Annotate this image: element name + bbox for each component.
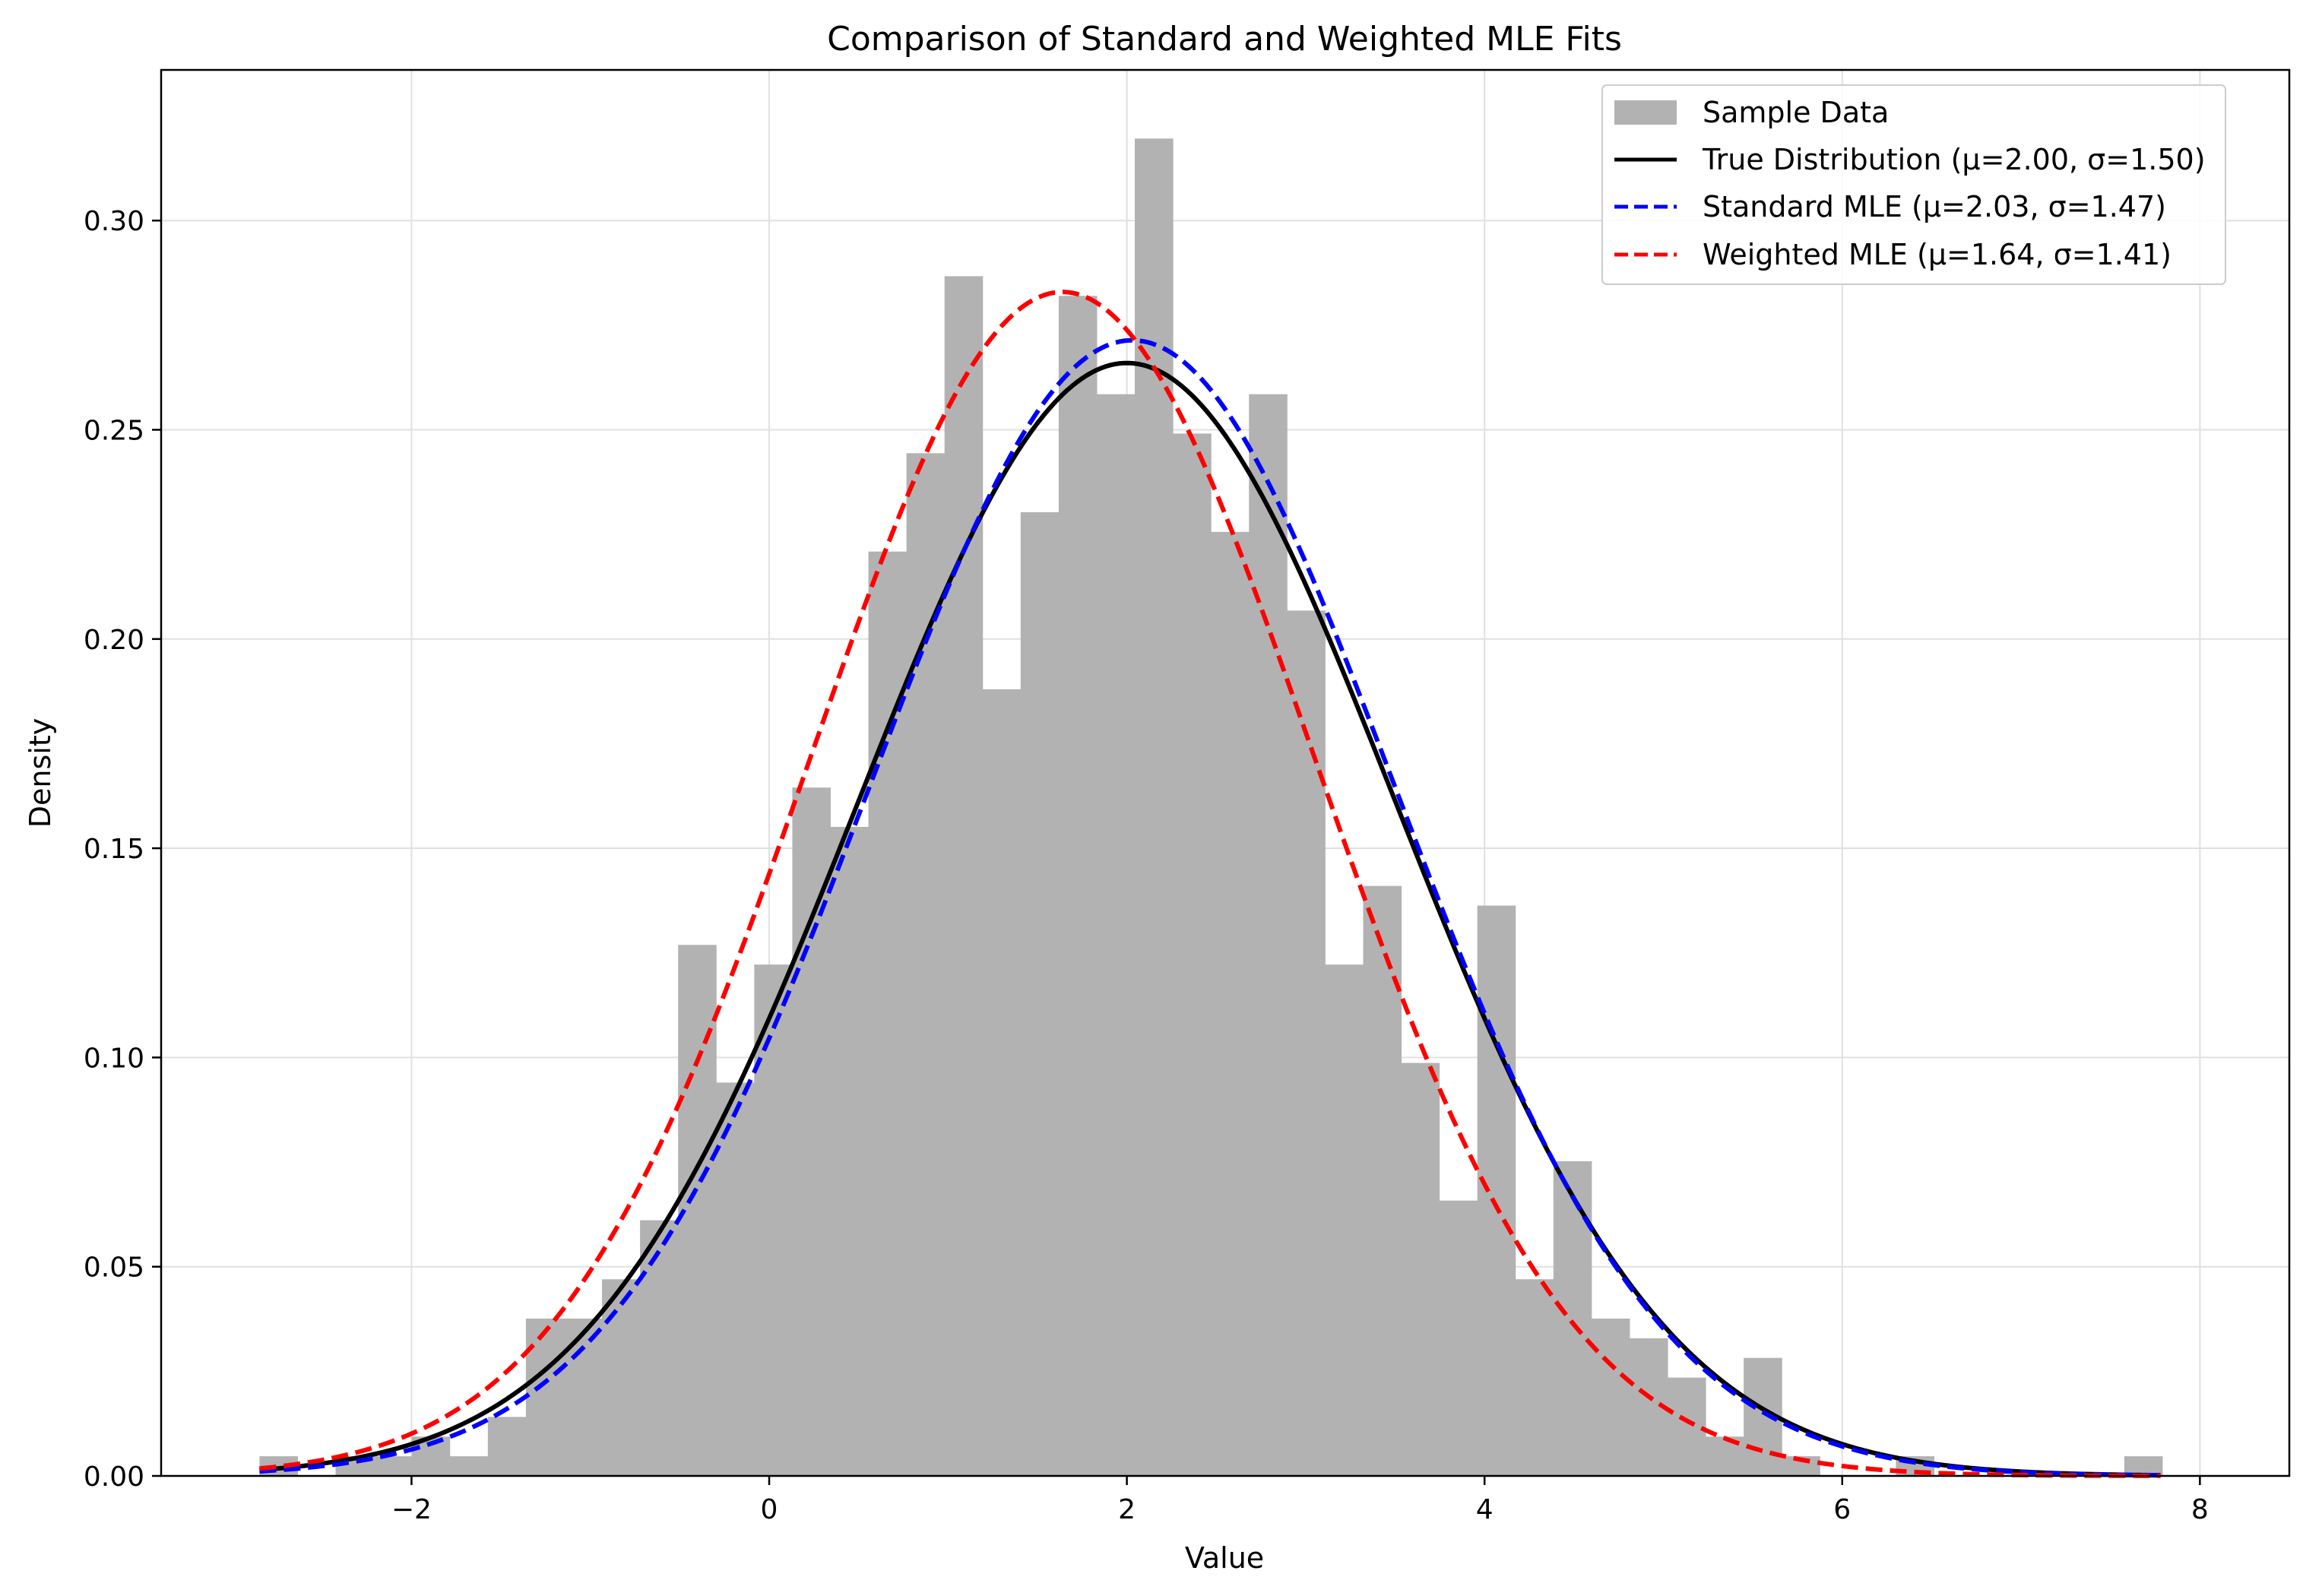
curve-weighted-mle bbox=[259, 290, 2161, 1478]
legend-frame bbox=[1601, 84, 2226, 285]
y-tick-label: 0.20 bbox=[84, 625, 144, 656]
y-tick-label: 0.30 bbox=[84, 206, 144, 237]
histogram-bar bbox=[1591, 1318, 1630, 1476]
histogram-bar bbox=[640, 1220, 679, 1476]
histogram-bar bbox=[1211, 531, 1250, 1476]
histogram-bar bbox=[525, 1318, 565, 1476]
histogram-bar bbox=[1477, 905, 1516, 1476]
histogram-bar bbox=[487, 1417, 527, 1476]
histogram-bar bbox=[944, 276, 984, 1476]
histogram-bar bbox=[906, 453, 946, 1476]
curves bbox=[259, 290, 2161, 1478]
histogram-bar bbox=[1135, 138, 1174, 1477]
histogram-bar bbox=[1439, 1200, 1478, 1476]
y-tick-label: 0.00 bbox=[84, 1461, 144, 1493]
histogram-bar bbox=[563, 1318, 603, 1476]
legend-label-sample-data: Sample Data bbox=[1703, 96, 1889, 129]
histogram-bar bbox=[982, 689, 1022, 1476]
x-tick-label: 8 bbox=[2191, 1494, 2209, 1525]
x-axis-ticks: −2 0 2 4 6 8 bbox=[391, 1476, 2209, 1525]
y-tick-label: 0.25 bbox=[84, 416, 144, 447]
x-tick-label: 4 bbox=[1476, 1494, 1494, 1525]
x-tick-label: 2 bbox=[1118, 1494, 1136, 1525]
histogram-bar bbox=[1325, 964, 1364, 1476]
histogram-bar bbox=[1363, 885, 1402, 1476]
y-tick-label: 0.05 bbox=[84, 1252, 144, 1284]
histogram-bar bbox=[373, 1456, 413, 1476]
x-tick-label: −2 bbox=[391, 1494, 432, 1525]
histogram-bar bbox=[1096, 394, 1136, 1476]
legend-swatch-sample-data bbox=[1614, 100, 1677, 125]
x-tick-label: 0 bbox=[761, 1494, 778, 1525]
histogram-bar bbox=[830, 827, 870, 1476]
histogram-bar bbox=[1287, 610, 1326, 1476]
histogram-bar bbox=[1249, 394, 1288, 1476]
y-axis-label: Density bbox=[24, 718, 57, 828]
curve-standard-mle bbox=[259, 337, 2161, 1478]
histogram-bar bbox=[1058, 296, 1098, 1477]
x-axis-label: Value bbox=[1185, 1541, 1264, 1575]
histogram-bar bbox=[602, 1279, 641, 1476]
histogram-bar bbox=[449, 1456, 489, 1476]
y-tick-label: 0.10 bbox=[84, 1043, 144, 1074]
legend: Sample Data True Distribution (μ=2.00, σ… bbox=[1601, 84, 2226, 285]
histogram-bar bbox=[716, 1082, 755, 1476]
histogram-bar bbox=[1668, 1377, 1706, 1476]
y-axis-ticks: 0.00 0.05 0.10 0.15 0.20 0.25 0.30 bbox=[84, 206, 161, 1493]
legend-label-weighted-mle: Weighted MLE (μ=1.64, σ=1.41) bbox=[1703, 238, 2172, 271]
histogram-bar bbox=[1401, 1062, 1440, 1476]
histogram-bar bbox=[1553, 1161, 1592, 1476]
plot-frame bbox=[160, 68, 2291, 1477]
histogram-bar bbox=[1173, 433, 1212, 1476]
chart-title: Comparison of Standard and Weighted MLE … bbox=[827, 20, 1622, 59]
y-tick-label: 0.15 bbox=[84, 834, 144, 865]
legend-label-true-distribution: True Distribution (μ=2.00, σ=1.50) bbox=[1702, 143, 2206, 176]
legend-label-standard-mle: Standard MLE (μ=2.03, σ=1.47) bbox=[1703, 190, 2166, 223]
histogram-bar bbox=[1020, 511, 1060, 1476]
x-tick-label: 6 bbox=[1833, 1494, 1851, 1525]
histogram-bar bbox=[1515, 1279, 1554, 1476]
histogram-bar bbox=[754, 964, 793, 1476]
